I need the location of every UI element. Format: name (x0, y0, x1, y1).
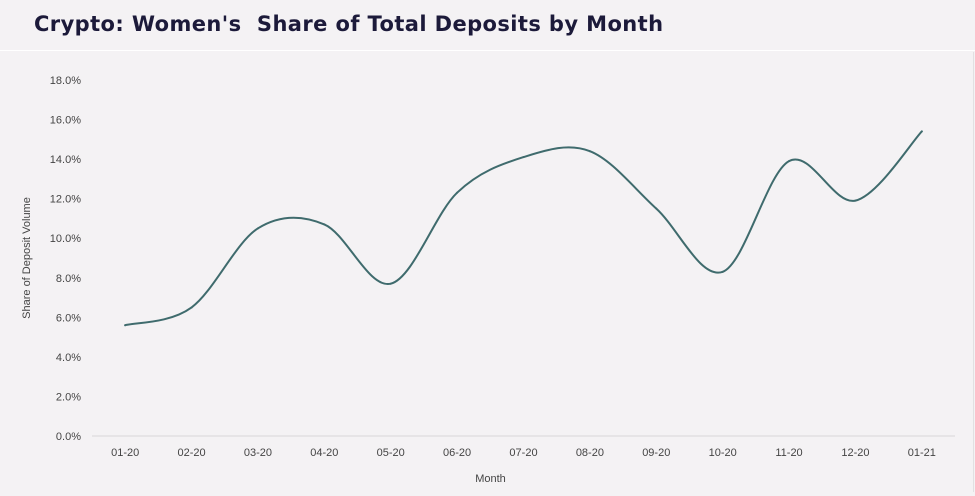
title-divider (0, 50, 975, 51)
y-tick-label: 8.0% (56, 273, 81, 285)
data-point (323, 223, 326, 226)
x-tick-label: 01-21 (908, 447, 936, 459)
y-tick-label: 0.0% (56, 431, 81, 443)
x-tick-label: 02-20 (178, 447, 206, 459)
chart-title: Crypto: Women's Share of Total Deposits … (34, 12, 664, 36)
x-axis-ticks: 01-20 02-20 03-20 04-20 05-20 06-20 07-20 08-20… (111, 447, 936, 459)
data-point (854, 199, 857, 202)
data-point (456, 191, 459, 194)
y-tick-label: 4.0% (56, 352, 81, 364)
y-tick-label: 2.0% (56, 391, 81, 403)
data-point (920, 130, 923, 133)
data-point (788, 160, 791, 163)
x-tick-label: 10-20 (709, 447, 737, 459)
data-point (389, 282, 392, 285)
y-axis-title: Share of Deposit Volume (21, 197, 33, 319)
data-point (655, 207, 658, 210)
data-point (721, 270, 724, 273)
y-tick-label: 16.0% (50, 115, 81, 127)
x-tick-label: 01-20 (111, 447, 139, 459)
data-point (522, 156, 525, 159)
y-tick-label: 14.0% (50, 154, 81, 166)
x-tick-label: 09-20 (642, 447, 670, 459)
x-tick-label: 11-20 (775, 447, 802, 459)
y-tick-label: 12.0% (50, 194, 81, 206)
x-tick-label: 08-20 (576, 447, 604, 459)
y-axis-ticks: 0.0% 2.0% 4.0% 6.0% 8.0% 10.0% 12.0% 14.0% 16.0%… (50, 75, 81, 443)
x-axis-title: Month (475, 473, 506, 485)
series-line (124, 130, 923, 327)
y-tick-label: 10.0% (50, 233, 81, 245)
data-point (124, 324, 127, 327)
y-tick-label: 6.0% (56, 312, 81, 324)
x-tick-label: 12-20 (841, 447, 869, 459)
x-tick-label: 03-20 (244, 447, 272, 459)
x-tick-label: 04-20 (310, 447, 338, 459)
x-tick-label: 06-20 (443, 447, 471, 459)
data-point (256, 227, 259, 230)
x-tick-label: 05-20 (377, 447, 405, 459)
data-point (588, 150, 591, 153)
y-tick-label: 18.0% (50, 75, 81, 87)
data-point (190, 306, 193, 309)
frame-edge (973, 52, 974, 492)
x-tick-label: 07-20 (509, 447, 537, 459)
